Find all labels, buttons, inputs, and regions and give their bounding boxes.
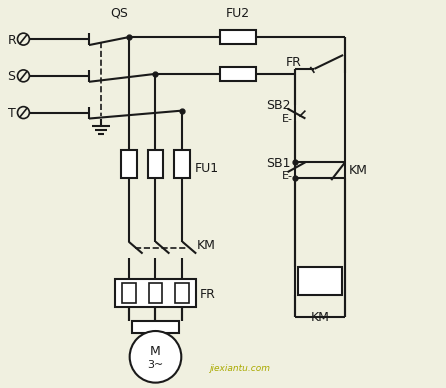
Text: jiexiantu.com: jiexiantu.com bbox=[209, 364, 270, 373]
Bar bbox=[220, 30, 256, 44]
Text: KM: KM bbox=[311, 311, 330, 324]
Text: KM: KM bbox=[197, 239, 216, 252]
Text: E-: E- bbox=[281, 171, 293, 181]
Bar bbox=[174, 150, 190, 178]
Text: KM: KM bbox=[349, 164, 368, 177]
Bar bbox=[122, 283, 136, 303]
Text: R: R bbox=[8, 34, 17, 47]
Text: QS: QS bbox=[110, 7, 128, 20]
Bar bbox=[298, 267, 342, 295]
Text: E-: E- bbox=[281, 114, 293, 123]
Bar bbox=[175, 283, 189, 303]
Text: FU1: FU1 bbox=[195, 162, 219, 175]
Bar bbox=[149, 283, 162, 303]
Text: SB2: SB2 bbox=[266, 99, 290, 112]
Bar bbox=[115, 279, 196, 307]
Bar bbox=[148, 150, 163, 178]
Text: T: T bbox=[8, 107, 15, 120]
Circle shape bbox=[130, 331, 182, 383]
Text: SB1: SB1 bbox=[266, 157, 290, 170]
Text: 3~: 3~ bbox=[147, 360, 164, 370]
Text: S: S bbox=[8, 70, 16, 83]
Bar bbox=[121, 150, 136, 178]
Text: FU2: FU2 bbox=[226, 7, 250, 20]
Bar bbox=[132, 321, 179, 333]
Text: FR: FR bbox=[285, 56, 301, 69]
Text: FR: FR bbox=[200, 288, 216, 301]
Bar bbox=[220, 67, 256, 81]
Text: M: M bbox=[150, 345, 161, 359]
